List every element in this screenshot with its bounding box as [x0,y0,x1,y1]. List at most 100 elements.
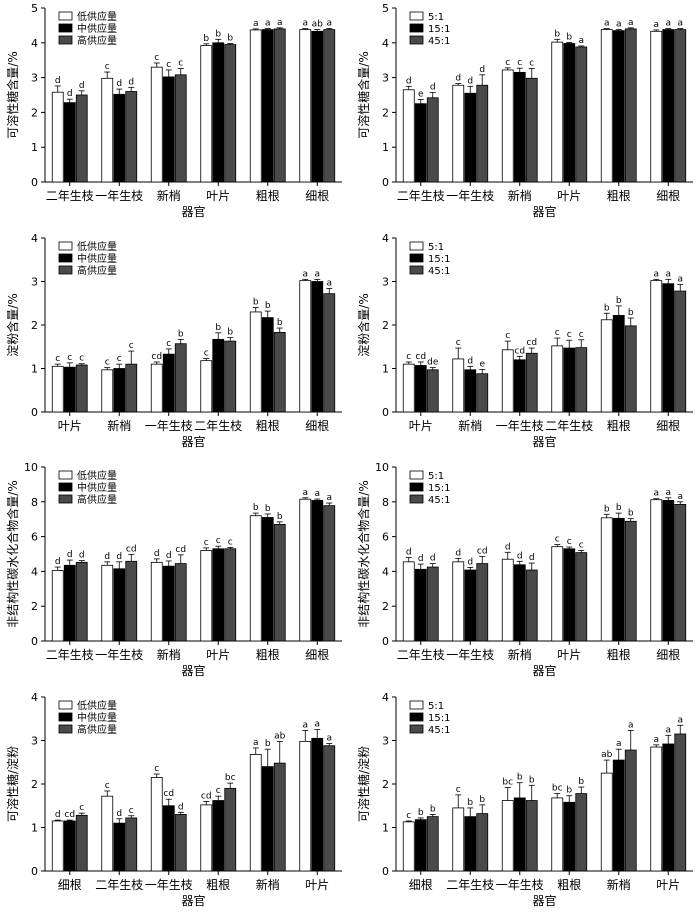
significance-label: a [314,489,320,499]
y-tick-label: 8 [31,496,38,509]
significance-label: d [116,809,122,819]
bar [101,77,114,183]
significance-label: a [677,715,683,725]
x-tick-label: 一年生枝 [496,877,544,892]
y-tick-label: 2 [31,106,38,119]
bar [200,45,213,183]
legend-swatch [58,253,73,263]
legend-label: 低供应量 [77,469,117,482]
bar [650,280,663,413]
significance-label: b [227,328,233,338]
x-tick-label: 粗根 [607,648,631,662]
significance-label: c [456,785,461,795]
bar [612,315,625,413]
bar [513,359,526,413]
x-tick-label: 二年生枝 [545,418,593,433]
y-tick-label: 4 [31,691,38,704]
x-axis-label: 器官 [532,663,556,678]
significance-label: c [406,352,411,362]
legend-label: 高供应量 [77,34,117,47]
bar [51,570,64,642]
y-tick-label: 0 [382,635,389,648]
significance-label: b [566,32,572,42]
significance-label: a [253,738,259,748]
significance-label: d [67,550,73,560]
significance-label: b [604,504,610,514]
significance-label: a [265,19,271,29]
significance-label: a [653,489,659,499]
significance-label: d [55,557,61,567]
significance-label: c [129,341,134,351]
y-tick-label: 0 [382,176,389,189]
significance-label: d [154,549,160,559]
significance-label: c [579,541,584,551]
y-tick-label: 5 [31,2,38,15]
legend-swatch [409,700,424,710]
significance-label: a [302,720,308,730]
significance-label: c [529,59,534,69]
significance-label: c [505,331,510,341]
significance-label: bc [552,784,563,794]
significance-label: c [517,58,522,68]
bar [113,93,126,183]
bar [674,290,687,413]
bar [299,498,312,642]
significance-label: cd [175,545,186,555]
legend-label: 45:1 [428,36,450,47]
significance-label: c [567,330,572,340]
significance-label: a [665,725,671,735]
bar [75,364,88,413]
bar [311,30,324,183]
significance-label: b [265,301,271,311]
bar [75,814,88,872]
x-tick-label: 叶片 [58,419,82,433]
y-tick-label: 6 [382,531,389,544]
bar [662,283,675,413]
bar [162,805,175,872]
x-tick-label: 粗根 [557,878,581,892]
significance-label: cd [514,346,525,356]
legend-swatch [58,494,73,504]
x-tick-label: 一年生枝 [446,647,494,662]
x-tick-label: 新梢 [157,647,181,662]
y-axis-label: 可溶性糖含量/% [356,51,371,138]
significance-label: a [616,20,622,30]
significance-label: a [616,739,622,749]
significance-label: cd [477,547,488,557]
legend-swatch [409,724,424,734]
significance-label: d [55,810,61,820]
bar [563,43,576,183]
significance-label: a [653,735,659,745]
x-tick-label: 二年生枝 [397,188,445,203]
bar [113,568,126,642]
bar [662,743,675,872]
bar [650,746,663,872]
bar [212,338,225,413]
bar [51,91,64,183]
bar [452,807,465,872]
legend-label: 高供应量 [77,264,117,277]
significance-label: a [314,269,320,279]
legend-swatch [58,724,73,734]
bar [150,66,163,183]
significance-label: bc [225,773,236,783]
x-tick-label: 新梢 [508,647,532,662]
bar [311,500,324,642]
bar [261,766,274,872]
bar [551,546,564,642]
x-tick-label: 粗根 [256,189,280,203]
bar [452,358,465,413]
bar [674,733,687,872]
legend-label: 高供应量 [77,723,117,736]
legend-swatch [409,265,424,275]
legend-swatch [58,265,73,275]
bar [624,520,637,642]
y-tick-label: 10 [24,461,38,474]
bar [662,29,675,183]
y-tick-label: 4 [382,691,389,704]
bar [249,311,262,413]
significance-label: c [555,328,560,338]
